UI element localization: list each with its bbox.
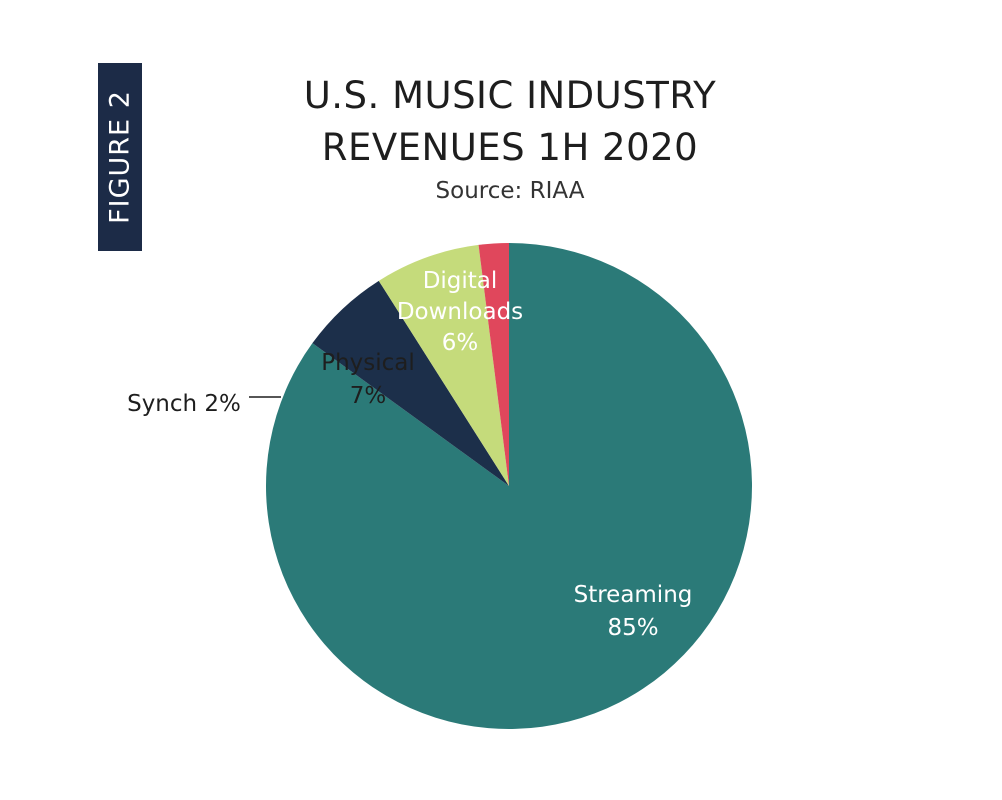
pie-slice-digital-downloads — [312, 280, 509, 486]
figure-tab: FIGURE 2 — [98, 63, 142, 251]
slice-label-digital-downloads: Digital Downloads 6% — [397, 268, 523, 356]
chart-subtitle: Source: RIAA — [435, 178, 585, 204]
slice-label-physical: Physical 7% — [321, 350, 415, 409]
pie-slice-synch — [478, 243, 509, 486]
chart-title-line-1: U.S. MUSIC INDUSTRY — [303, 74, 717, 117]
slice-label-streaming: Streaming 85% — [574, 582, 693, 641]
slice-label-synch: Synch 2% — [127, 391, 241, 417]
pie-slice-physical — [378, 244, 509, 486]
chart-title-line-2: REVENUES 1H 2020 — [321, 126, 699, 169]
pie-slice-streaming — [266, 243, 752, 730]
